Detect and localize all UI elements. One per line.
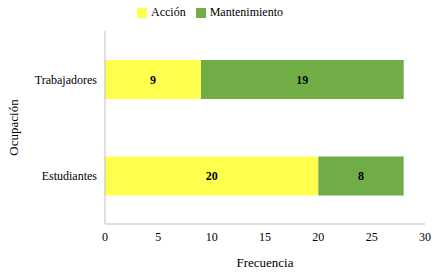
svg-text:19: 19 <box>296 73 308 87</box>
svg-text:Ocupación: Ocupación <box>8 99 21 156</box>
svg-text:Frecuencia: Frecuencia <box>236 255 293 270</box>
svg-text:25: 25 <box>366 230 378 244</box>
svg-text:30: 30 <box>419 230 431 244</box>
svg-text:Trabajadores: Trabajadores <box>35 73 98 87</box>
svg-text:8: 8 <box>358 169 364 183</box>
svg-text:5: 5 <box>155 230 161 244</box>
svg-text:20: 20 <box>312 230 324 244</box>
svg-text:20: 20 <box>206 169 218 183</box>
svg-text:Estudiantes: Estudiantes <box>42 169 98 183</box>
html-text:Acción: Acción <box>151 5 186 19</box>
svg-text:15: 15 <box>259 230 271 244</box>
svg-text:0: 0 <box>102 230 108 244</box>
html-text:Mantenimiento: Mantenimiento <box>209 5 283 19</box>
svg-text:9: 9 <box>150 73 156 87</box>
svg-text:10: 10 <box>206 230 218 244</box>
